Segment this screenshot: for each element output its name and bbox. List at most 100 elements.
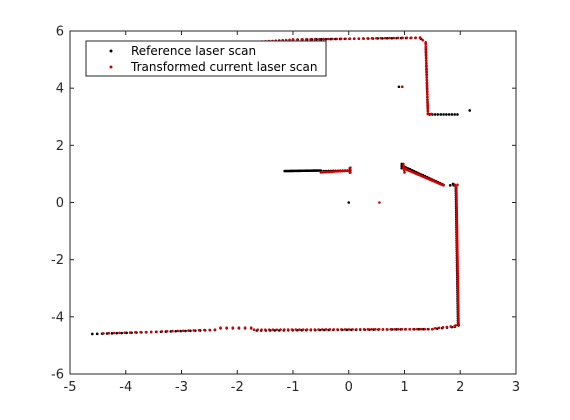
scan-point	[290, 328, 294, 331]
scan-point	[437, 326, 441, 330]
legend: Reference laser scan Transformed current…	[85, 40, 327, 77]
scan-point	[333, 170, 336, 173]
scan-point	[328, 328, 332, 331]
series-transformed	[102, 36, 460, 335]
scan-point	[197, 328, 201, 332]
scan-point	[134, 331, 137, 334]
scan-point	[267, 328, 271, 331]
scan-point	[410, 36, 413, 40]
scan-point	[187, 329, 190, 332]
scan-point	[275, 328, 279, 331]
scan-point	[112, 331, 116, 335]
scan-point	[321, 171, 325, 174]
scan-point	[425, 64, 428, 67]
scan-point	[322, 37, 325, 41]
scan-point	[252, 328, 256, 332]
scan-point	[366, 37, 369, 40]
scan-point	[302, 328, 305, 331]
scan-point	[335, 170, 338, 173]
scan-point	[445, 113, 448, 116]
y-tick-label: 6	[56, 25, 64, 40]
x-tick-label: 0	[345, 380, 353, 395]
scan-point	[424, 49, 428, 53]
scan-point	[144, 330, 148, 334]
scan-point	[323, 170, 327, 174]
scan-point	[120, 331, 124, 335]
y-tick-label: -2	[51, 253, 64, 268]
scan-point	[468, 109, 472, 112]
scan-point	[208, 328, 211, 332]
scan-point	[343, 169, 346, 173]
scan-point	[400, 327, 404, 331]
scan-point	[139, 330, 142, 334]
scan-point	[431, 327, 434, 331]
scan-point	[337, 169, 340, 173]
scan-point	[426, 107, 430, 111]
scan-point	[388, 36, 391, 40]
scan-point	[393, 327, 396, 331]
scan-point	[445, 325, 449, 329]
scan-point	[184, 329, 187, 333]
scan-point	[425, 61, 428, 65]
scan-point	[331, 170, 334, 173]
scan-point	[324, 328, 328, 331]
scan-point	[453, 184, 456, 187]
scan-point	[424, 52, 428, 55]
scan-point	[396, 36, 400, 40]
scan-point	[378, 201, 381, 204]
x-tick-label: -5	[64, 380, 77, 395]
scan-point	[91, 332, 94, 336]
legend-marker-reference	[109, 49, 113, 53]
x-tick-label: -4	[119, 380, 132, 395]
scan-point	[426, 102, 429, 106]
scan-point	[291, 38, 295, 41]
scan-point	[331, 37, 334, 41]
scan-point	[225, 326, 228, 329]
scan-point	[425, 90, 429, 94]
scan-point	[425, 76, 429, 79]
scan-point	[379, 36, 382, 40]
scan-point	[433, 113, 437, 116]
scan-point	[426, 95, 429, 99]
scan-point	[176, 329, 180, 333]
scan-point	[107, 331, 111, 335]
scan-point	[123, 331, 126, 335]
scan-point	[426, 100, 429, 104]
scan-point	[317, 328, 320, 331]
scan-point	[179, 329, 182, 333]
scan-point	[327, 170, 331, 174]
scan-point	[231, 326, 235, 329]
scan-point	[213, 328, 217, 332]
scan-point	[313, 37, 317, 41]
scan-point	[351, 328, 354, 331]
scan-point	[348, 37, 352, 40]
scan-point	[283, 328, 286, 331]
scan-point	[425, 88, 429, 92]
scan-point	[335, 37, 339, 41]
scan-point	[296, 38, 299, 41]
scan-point	[425, 69, 428, 72]
scan-point	[324, 37, 328, 41]
scan-point	[429, 112, 433, 116]
scan-point	[256, 328, 260, 331]
scan-point	[347, 169, 350, 172]
scan-point	[362, 328, 366, 331]
scan-point	[456, 113, 459, 116]
scan-point	[400, 85, 404, 89]
scan-point	[426, 105, 429, 108]
scan-point	[171, 329, 174, 333]
scan-point	[419, 327, 423, 331]
scan-point	[349, 171, 352, 174]
scan-point	[402, 162, 405, 166]
scan-point	[305, 328, 309, 331]
scan-point	[370, 37, 374, 40]
scan-point	[243, 326, 247, 329]
scan-point	[427, 327, 430, 331]
x-tick-label: -3	[175, 380, 188, 395]
y-tick-label: -6	[51, 368, 64, 383]
y-tick-label: 0	[56, 196, 64, 211]
scan-point	[203, 328, 206, 332]
scan-point	[426, 112, 430, 116]
scan-point	[426, 93, 429, 96]
scan-point	[155, 330, 158, 333]
